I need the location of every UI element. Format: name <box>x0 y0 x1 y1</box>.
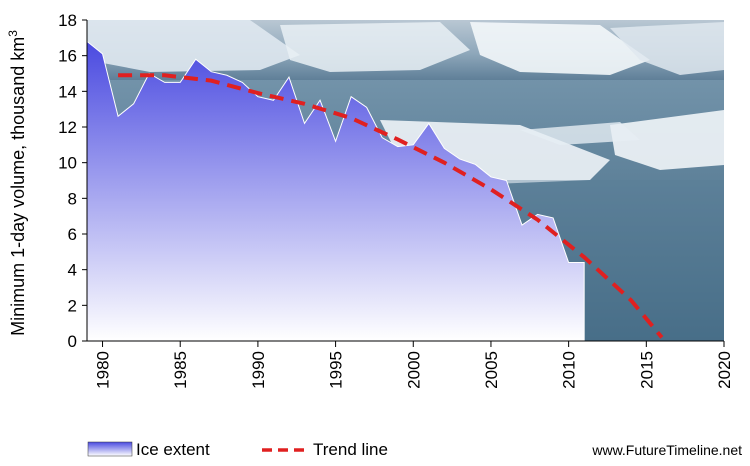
x-tick-label: 1985 <box>171 351 190 389</box>
y-tick-label: 8 <box>68 189 77 208</box>
legend: Ice extent Trend line <box>87 440 388 459</box>
x-tick-label: 2005 <box>482 351 501 389</box>
y-tick-label: 6 <box>68 225 77 244</box>
trend-line <box>118 73 664 339</box>
x-tick-label: 2000 <box>404 351 423 389</box>
axes <box>86 20 724 342</box>
y-tick-label: 18 <box>58 11 77 30</box>
x-tick-label: 2020 <box>715 351 734 389</box>
y-tick-label: 12 <box>58 118 77 137</box>
y-tick-label: 4 <box>68 261 77 280</box>
y-ticks: 0 2 4 6 8 10 12 14 16 18 <box>58 11 87 351</box>
y-axis-label: Minimum 1-day volume, thousand km3 <box>6 30 28 336</box>
y-tick-label: 2 <box>68 296 77 315</box>
y-axis-label-superscript: 3 <box>6 30 20 37</box>
legend-trend-label: Trend line <box>313 440 388 459</box>
x-ticks: 1980 1985 1990 1995 2000 2005 2010 2015 2020 <box>94 341 734 389</box>
y-tick-label: 16 <box>58 47 77 66</box>
x-tick-label: 2015 <box>637 351 656 389</box>
legend-ice-swatch <box>87 441 133 457</box>
x-tick-label: 1995 <box>327 351 346 389</box>
x-tick-label: 1980 <box>94 351 113 389</box>
ice-extent-area <box>86 40 585 342</box>
y-tick-label: 10 <box>58 154 77 173</box>
x-tick-label: 1990 <box>249 351 268 389</box>
credit-text: www.FutureTimeline.net <box>591 442 742 458</box>
y-tick-label: 0 <box>68 332 77 351</box>
y-tick-label: 14 <box>58 82 77 101</box>
x-tick-label: 2010 <box>560 351 579 389</box>
legend-ice-label: Ice extent <box>136 440 210 459</box>
